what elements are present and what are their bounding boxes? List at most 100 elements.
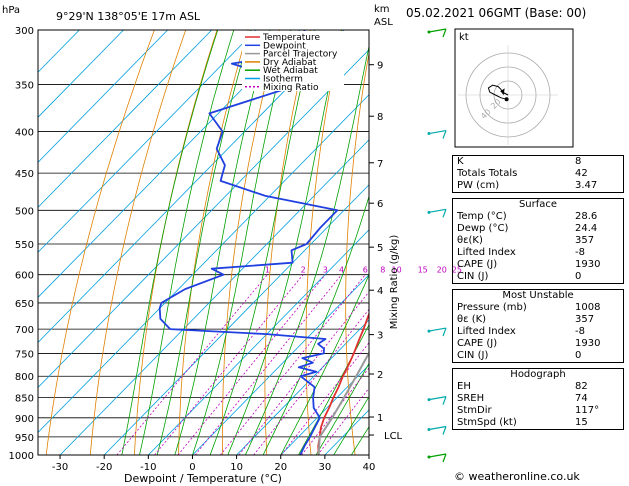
row-label: SREH <box>457 393 485 404</box>
pressure-tick-label: 700 <box>15 325 34 336</box>
hodograph-table: Hodograph EH 82 SREH 74 StmDir 117° StmSpd (kt… <box>452 368 624 430</box>
hodograph-unit: kt <box>459 32 469 43</box>
km-tick-label: 4 <box>377 286 383 297</box>
pressure-tick-label: 900 <box>15 414 34 425</box>
isotherm-line <box>192 274 369 455</box>
dry-adiabat-line <box>45 30 155 455</box>
hodograph-title: Hodograph <box>510 369 566 380</box>
pressure-tick-label: 450 <box>15 169 34 180</box>
storm-motion-arrowhead <box>500 88 505 96</box>
dry-adiabat-line <box>134 30 218 455</box>
row-value: 0 <box>575 350 582 361</box>
table-row: CIN (J) 0 <box>453 271 624 284</box>
pressure-tick-label: 400 <box>15 128 34 139</box>
table-row: Temp (°C) 28.6 <box>453 211 624 223</box>
surface-table: Surface Temp (°C) 28.6 Dewp (°C) 24.4 θε(K) 3… <box>452 198 624 284</box>
legend-label: Parcel Trajectory <box>263 50 338 60</box>
isotherm-line <box>38 30 301 298</box>
x-tick-label: 0 <box>189 462 195 473</box>
row-value: 74 <box>575 393 588 404</box>
wet-adiabat-line <box>227 30 342 455</box>
barb-flag <box>442 396 447 405</box>
pressure-tick-label: 300 <box>15 26 34 37</box>
unstable-table: Most Unstable Pressure (mb) 1008 θε (K) 357… <box>452 289 624 363</box>
mixing-ratio-line <box>219 274 366 455</box>
wet-adiabat-line <box>192 30 292 455</box>
wet-adiabat-line <box>121 30 219 455</box>
wind-barb <box>427 453 447 463</box>
barb-flag <box>442 28 447 38</box>
legend-label: Wet Adiabat <box>263 66 318 76</box>
mixing-ratio-label: 8 <box>380 266 385 275</box>
mixing-ratio-label: 20 <box>437 266 447 275</box>
barb-dot <box>427 210 431 214</box>
table-row: SREH 74 <box>453 393 624 405</box>
hodograph-frame <box>454 28 574 148</box>
table-row: EH 82 <box>453 381 624 393</box>
wet-adiabat-line <box>209 30 315 455</box>
height-unit-asl: ASL <box>374 17 393 28</box>
isotherm-line <box>38 30 213 208</box>
row-value: 24.4 <box>575 223 598 234</box>
chart-curves <box>158 30 369 455</box>
barb-flag <box>442 426 447 435</box>
km-tick-label: 2 <box>377 370 383 381</box>
wet-adiabat-line <box>298 323 369 455</box>
km-tick-label: 5 <box>377 243 383 254</box>
mixing-ratio-label: 6 <box>363 266 368 275</box>
barb-dot <box>427 398 431 402</box>
mixing-ratio-label: 15 <box>418 266 428 275</box>
row-label: K <box>457 156 464 167</box>
row-label: StmSpd (kt) <box>457 417 517 428</box>
row-value: 8 <box>575 156 582 167</box>
table-row: PW (cm) 3.47 <box>453 180 624 193</box>
table-row: CAPE (J) 1930 <box>453 259 624 271</box>
barb-flag <box>442 327 447 337</box>
barb-flag <box>442 453 447 463</box>
pressure-tick-label: 500 <box>15 206 34 217</box>
wet-adiabat-line <box>315 362 369 455</box>
dry-adiabat-line <box>345 51 369 455</box>
row-label: Pressure (mb) <box>457 302 527 313</box>
row-value: -8 <box>575 247 585 258</box>
copyright: © weatheronline.co.uk <box>454 470 580 483</box>
wind-barb <box>427 129 447 139</box>
x-tick-label: -20 <box>96 462 112 473</box>
table-row: Pressure (mb) 1008 <box>453 302 624 314</box>
pressure-tick-label: 1000 <box>9 451 34 462</box>
table-row: StmSpd (kt) 15 <box>453 417 624 430</box>
row-label: CAPE (J) <box>457 259 498 270</box>
row-value: 1930 <box>575 338 601 349</box>
km-tick-label: 6 <box>377 199 383 210</box>
isotherm-line <box>38 30 345 343</box>
row-value: -8 <box>575 326 585 337</box>
indices-table: K 8 Totals Totals 42 PW (cm) 3.47 <box>452 155 624 193</box>
row-label: Lifted Index <box>457 247 516 258</box>
row-value: 1008 <box>575 302 601 313</box>
wet-adiabat-line <box>262 194 369 455</box>
dry-adiabat-line <box>421 30 443 455</box>
barb-dot <box>427 329 431 333</box>
row-label: θε(K) <box>457 235 483 246</box>
isotherm-line <box>38 49 369 389</box>
km-tick-label: LCL <box>384 431 403 442</box>
row-value: 0 <box>575 271 582 282</box>
barb-shaft <box>428 453 447 458</box>
pressure-tick-label: 750 <box>15 349 34 360</box>
mixing-ratio-label: 4 <box>339 266 344 275</box>
x-tick-label: 10 <box>230 462 243 473</box>
wet-adiabat-line <box>280 273 369 455</box>
location-label: 9°29'N 138°05'E 17m ASL <box>56 10 201 23</box>
row-value: 1930 <box>575 259 601 270</box>
mixing-ratio-label: 3 <box>323 266 328 275</box>
row-value: 357 <box>575 235 595 246</box>
legend-background <box>242 31 344 91</box>
wet-adiabat-line <box>174 30 271 455</box>
km-tick-label: 7 <box>377 159 383 170</box>
barb-dot <box>427 132 431 136</box>
table-row: θε (K) 357 <box>453 314 624 326</box>
unstable-title: Most Unstable <box>502 290 574 301</box>
legend-label: Dewpoint <box>263 41 306 51</box>
